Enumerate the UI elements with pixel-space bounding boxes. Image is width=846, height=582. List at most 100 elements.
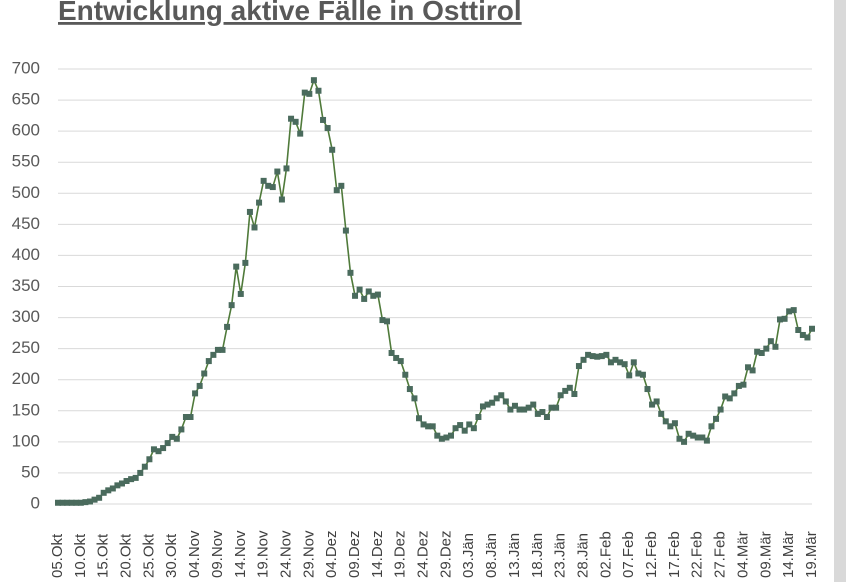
x-tick-label: 30.Okt [163, 533, 180, 578]
data-point [68, 499, 75, 506]
data-point [658, 410, 665, 417]
data-point [809, 325, 815, 332]
data-point [425, 423, 432, 430]
data-point [717, 406, 724, 413]
data-point [297, 130, 304, 137]
data-point [447, 432, 454, 439]
data-point [685, 430, 692, 437]
x-tick-label: 10.Okt [72, 533, 89, 578]
data-point [758, 349, 765, 356]
data-point [612, 356, 619, 363]
data-point [118, 480, 125, 487]
data-point [502, 398, 509, 405]
data-point [767, 338, 774, 345]
data-point [128, 476, 135, 483]
data-point [155, 448, 162, 455]
data-point [315, 87, 322, 94]
data-point [132, 474, 139, 481]
data-point [562, 387, 569, 394]
x-tick-label: 07.Feb [620, 531, 637, 578]
x-tick-label: 22.Feb [689, 531, 706, 578]
data-point [507, 406, 514, 413]
data-point [205, 358, 212, 365]
data-point [589, 353, 596, 360]
data-point [543, 414, 550, 420]
data-point [114, 482, 121, 489]
data-point [726, 395, 733, 402]
data-line [58, 77, 813, 504]
data-point [703, 437, 710, 444]
data-point [580, 356, 587, 363]
data-point [667, 423, 674, 430]
data-point [525, 404, 532, 411]
data-point [781, 315, 788, 322]
data-point [301, 89, 308, 96]
data-point [192, 390, 199, 397]
data-point [269, 184, 276, 191]
data-point [329, 146, 336, 153]
x-tick-label: 04.Mär [734, 531, 751, 578]
data-point [790, 307, 797, 314]
x-tick-label: 24.Nov [277, 530, 294, 578]
data-point [182, 414, 189, 420]
data-point [73, 499, 80, 506]
data-point [310, 77, 317, 84]
data-point [429, 423, 436, 430]
y-tick-label: 350 [12, 276, 40, 295]
data-point [516, 406, 523, 413]
data-point [384, 318, 391, 325]
data-point [534, 410, 541, 417]
data-point [224, 323, 231, 330]
x-tick-label: 23.Jän [552, 533, 569, 578]
y-tick-label: 650 [12, 90, 40, 109]
data-point [164, 440, 171, 447]
data-point [77, 499, 84, 506]
data-point [96, 494, 103, 501]
x-tick-label: 09.Mär [757, 531, 774, 578]
data-point [443, 434, 450, 441]
y-tick-label: 200 [12, 369, 40, 388]
data-point [374, 291, 381, 298]
data-point [470, 425, 477, 432]
data-point [553, 404, 560, 411]
data-point [804, 334, 811, 341]
data-point [278, 196, 285, 203]
data-point [466, 421, 473, 428]
data-point [173, 435, 180, 442]
y-tick-label: 100 [12, 431, 40, 450]
data-point [566, 384, 573, 391]
data-point [452, 425, 459, 432]
data-point [141, 463, 148, 470]
data-point [251, 224, 258, 231]
data-point [699, 434, 706, 441]
data-point [160, 445, 167, 452]
data-point [228, 302, 235, 309]
data-point [361, 295, 368, 302]
data-point [82, 499, 89, 506]
data-point [639, 371, 646, 378]
data-point [475, 414, 482, 420]
data-point [498, 392, 505, 399]
data-point [594, 353, 601, 360]
data-point [292, 118, 299, 125]
x-tick-label: 27.Feb [712, 531, 729, 578]
data-point [187, 414, 194, 420]
data-point [575, 363, 582, 370]
data-point [324, 125, 331, 132]
data-point [603, 351, 610, 358]
data-point [242, 259, 249, 266]
data-point [265, 182, 272, 189]
y-tick-label: 400 [12, 245, 40, 264]
x-tick-label: 19.Mär [803, 531, 820, 578]
data-point [484, 401, 491, 408]
data-point [662, 418, 669, 425]
x-tick-label: 17.Feb [666, 531, 683, 578]
y-tick-label: 150 [12, 400, 40, 419]
data-point [347, 269, 354, 276]
data-point [388, 349, 395, 356]
data-point [320, 116, 327, 123]
data-point [370, 292, 377, 299]
x-tick-label: 09.Nov [209, 530, 226, 578]
data-point [530, 401, 537, 408]
